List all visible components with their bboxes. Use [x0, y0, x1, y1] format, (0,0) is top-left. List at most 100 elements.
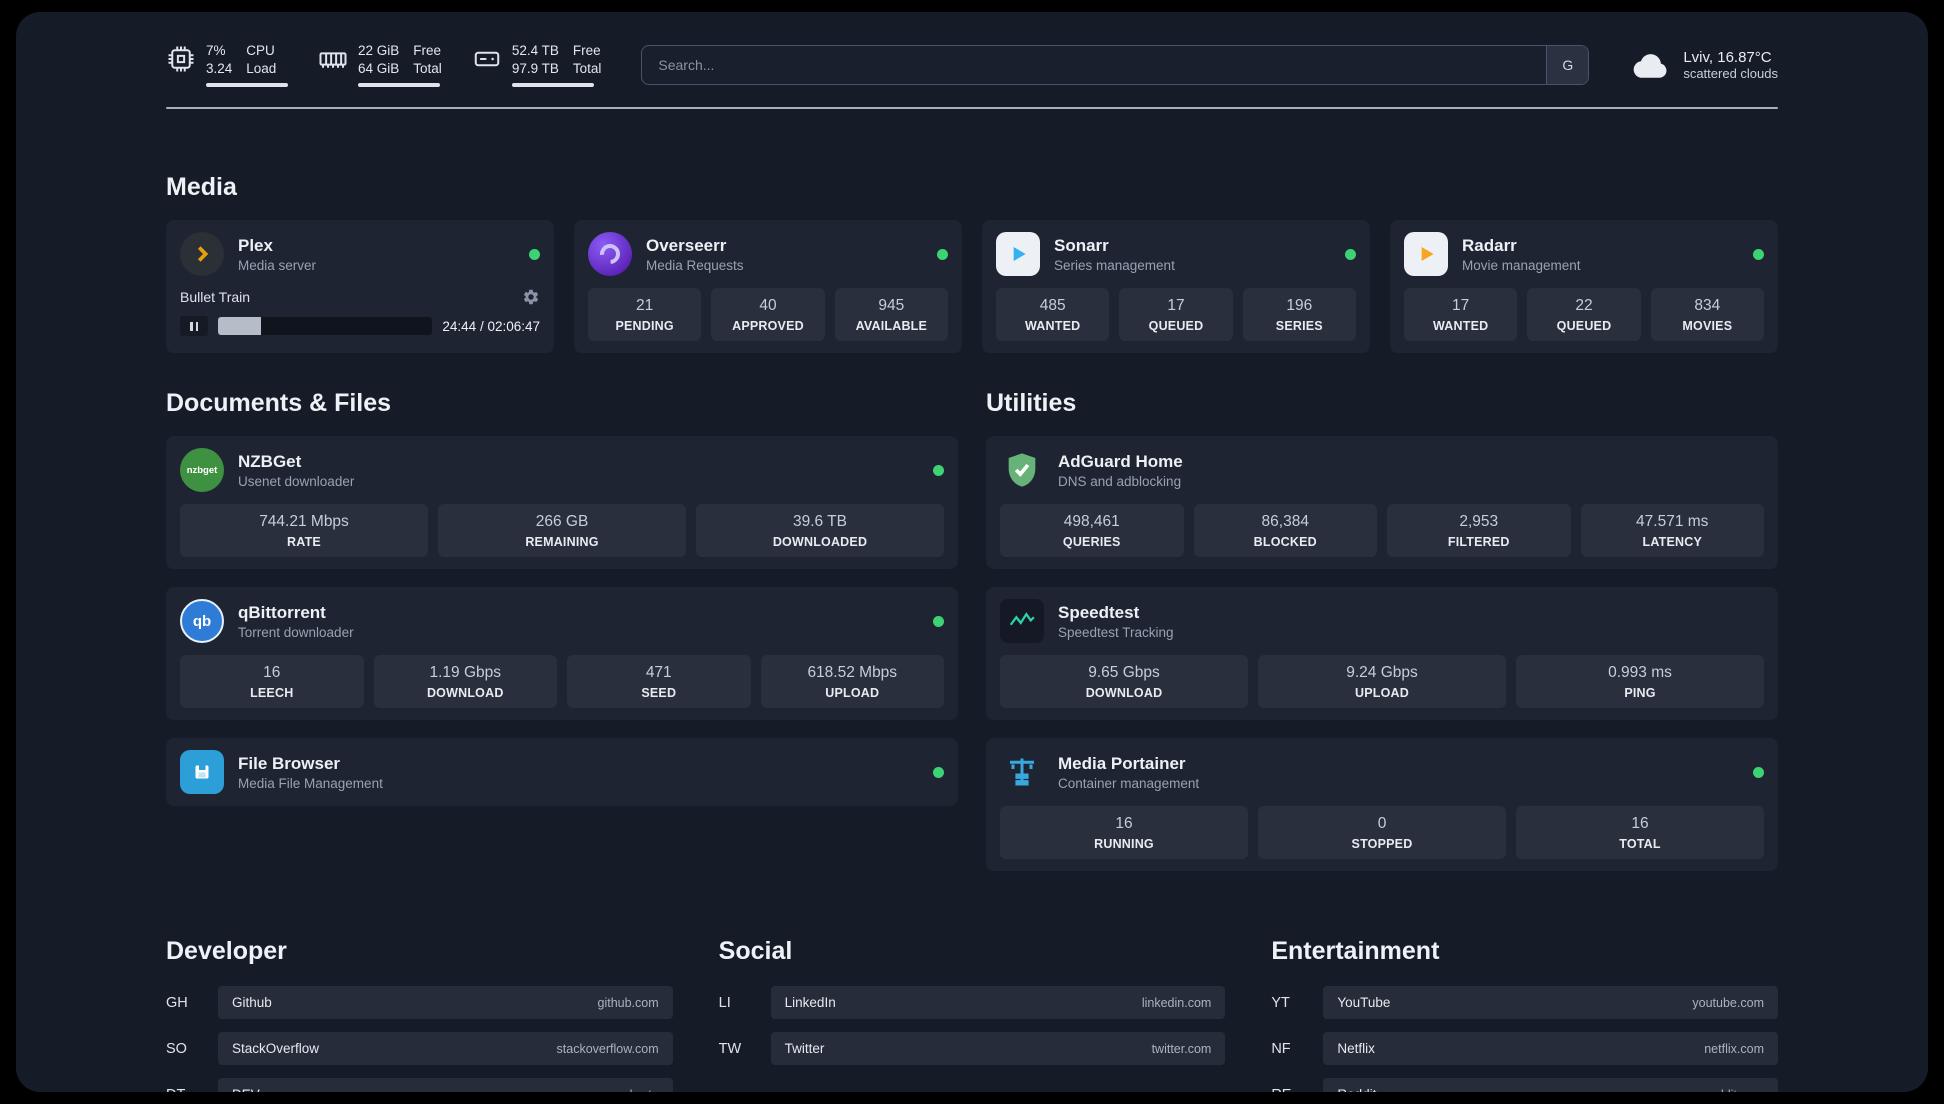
- bookmark-stackoverflow[interactable]: SO StackOverflow stackoverflow.com: [166, 1032, 673, 1066]
- stat-running: 16 RUNNING: [1000, 806, 1248, 860]
- stat-label: SERIES: [1275, 319, 1323, 334]
- stat-queries: 498,461 QUERIES: [1000, 504, 1184, 558]
- bookmark-abbr: NF: [1271, 1040, 1291, 1057]
- sonarr-icon: [996, 232, 1040, 277]
- status-dot: [1753, 766, 1764, 778]
- stat-label: TOTAL: [1619, 837, 1661, 852]
- stat-value: 1.19 Gbps: [429, 664, 502, 682]
- stat-upload: 9.24 Gbps UPLOAD: [1258, 655, 1506, 709]
- search-input[interactable]: [642, 45, 1547, 84]
- bookmark-name: DEV: [232, 1087, 260, 1092]
- stat-downloaded: 39.6 TB DOWNLOADED: [696, 504, 944, 558]
- disk-total-value: 97.9 TB: [511, 61, 559, 77]
- card-title: Plex: [238, 235, 273, 255]
- adguard-icon: [1000, 448, 1044, 492]
- topbar: 7% 3.24 CPU Load 22 GiB: [166, 42, 1778, 88]
- playback-progress-fill: [218, 317, 261, 336]
- bookmark-url: dev.to: [626, 1088, 659, 1092]
- stat-rate: 744.21 Mbps RATE: [180, 504, 428, 558]
- plex-card[interactable]: Plex Media server Bullet Train 24:44 / 0…: [166, 220, 554, 354]
- nzbget-card[interactable]: nzbget NZBGet Usenet downloader 744.21 M…: [166, 436, 958, 570]
- disk-widget: 52.4 TB 97.9 TB Free Total: [472, 42, 601, 88]
- cloud-icon: [1633, 53, 1667, 78]
- stat-total: 16 TOTAL: [1516, 806, 1764, 860]
- stat-label: DOWNLOAD: [1085, 686, 1163, 701]
- search-bar: G: [641, 44, 1590, 85]
- bookmark-github[interactable]: GH Github github.com: [166, 986, 673, 1020]
- stat-label: SEED: [641, 686, 677, 701]
- section-documents: Documents & Files nzbget NZBGet Usenet d…: [166, 389, 958, 807]
- qbittorrent-icon: qb: [180, 599, 224, 644]
- search-engine-button[interactable]: G: [1546, 45, 1589, 84]
- sonarr-card[interactable]: Sonarr Series management 485 WANTED 17 Q…: [982, 220, 1370, 354]
- cpu-load-value: 3.24: [206, 61, 233, 77]
- card-title: NZBGet: [238, 451, 302, 471]
- qbittorrent-card[interactable]: qb qBittorrent Torrent downloader 16 LEE…: [166, 587, 958, 721]
- bookmark-name: Twitter: [784, 1041, 825, 1057]
- stat-upload: 618.52 Mbps UPLOAD: [760, 655, 944, 709]
- stat-label: APPROVED: [732, 319, 804, 334]
- cpu-load-label: Load: [246, 61, 277, 77]
- radarr-card[interactable]: Radarr Movie management 17 WANTED 22 QUE…: [1390, 220, 1778, 354]
- cpu-meter: [206, 83, 288, 88]
- stat-label: UPLOAD: [825, 686, 880, 701]
- stat-label: WANTED: [1024, 319, 1081, 334]
- stat-value: 471: [645, 664, 672, 682]
- bookmark-abbr: SO: [166, 1040, 187, 1057]
- section-social: Social LI LinkedIn linkedin.com TW Twitt…: [718, 937, 1226, 1066]
- bookmark-abbr: YT: [1271, 994, 1290, 1011]
- stat-ping: 0.993 ms PING: [1516, 655, 1764, 709]
- filebrowser-card[interactable]: File Browser Media File Management: [166, 738, 958, 807]
- card-subtitle: Container management: [1058, 775, 1200, 791]
- bookmark-name: Github: [232, 995, 272, 1011]
- cpu-widget: 7% 3.24 CPU Load: [166, 42, 288, 88]
- bookmark-reddit[interactable]: RE Reddit reddit.com: [1271, 1078, 1778, 1092]
- stat-label: WANTED: [1432, 319, 1489, 334]
- stat-value: 498,461: [1063, 513, 1120, 531]
- social-section-title: Social: [718, 937, 793, 966]
- cpu-percent: 7%: [206, 43, 226, 58]
- bookmark-netflix[interactable]: NF Netflix netflix.com: [1271, 1032, 1778, 1066]
- gear-icon[interactable]: [522, 288, 540, 306]
- stat-queued: 17 QUEUED: [1119, 288, 1233, 342]
- adguard-card[interactable]: AdGuard Home DNS and adblocking 498,461 …: [986, 436, 1778, 570]
- overseerr-card[interactable]: Overseerr Media Requests 21 PENDING 40 A…: [574, 220, 962, 354]
- card-title: qBittorrent: [238, 602, 326, 622]
- filebrowser-icon: [180, 750, 224, 795]
- stat-value: 39.6 TB: [792, 513, 847, 531]
- memory-free-label: Free: [413, 43, 442, 58]
- card-title: Radarr: [1462, 235, 1517, 255]
- portainer-card[interactable]: Media Portainer Container management 16 …: [986, 738, 1778, 872]
- speedtest-card[interactable]: Speedtest Speedtest Tracking 9.65 Gbps D…: [986, 587, 1778, 721]
- status-dot: [529, 248, 540, 260]
- speedtest-icon: [1000, 599, 1044, 644]
- stat-value: 9.24 Gbps: [1346, 664, 1418, 682]
- bookmark-url: github.com: [597, 995, 659, 1010]
- stat-value: 16: [263, 664, 281, 682]
- utilities-section-title: Utilities: [986, 389, 1077, 418]
- section-developer: Developer GH Github github.com SO StackO…: [166, 937, 673, 1092]
- stat-value: 9.65 Gbps: [1088, 664, 1160, 682]
- card-subtitle: DNS and adblocking: [1058, 473, 1182, 489]
- bookmark-dev[interactable]: DT DEV dev.to: [166, 1078, 673, 1092]
- dashboard: 7% 3.24 CPU Load 22 GiB: [16, 12, 1928, 1092]
- memory-free-value: 22 GiB: [358, 43, 400, 58]
- memory-widget: 22 GiB 64 GiB Free Total: [318, 42, 442, 88]
- playback-progress-bar[interactable]: [218, 317, 433, 336]
- bookmark-linkedin[interactable]: LI LinkedIn linkedin.com: [719, 986, 1226, 1020]
- entertainment-section-title: Entertainment: [1271, 937, 1440, 966]
- disk-free-label: Free: [572, 43, 601, 58]
- stat-available: 945 AVAILABLE: [834, 288, 948, 342]
- stat-pending: 21 PENDING: [588, 288, 702, 342]
- pause-button[interactable]: [180, 316, 208, 337]
- stat-label: AVAILABLE: [855, 319, 928, 334]
- stat-value: 618.52 Mbps: [807, 664, 898, 682]
- bookmark-abbr: GH: [166, 994, 188, 1011]
- card-subtitle: Movie management: [1462, 257, 1581, 273]
- radarr-icon: [1404, 232, 1448, 277]
- bookmark-name: Reddit: [1337, 1087, 1376, 1092]
- weather-condition: scattered clouds: [1683, 65, 1778, 81]
- bookmark-youtube[interactable]: YT YouTube youtube.com: [1271, 986, 1778, 1020]
- stat-label: QUEUED: [1556, 319, 1612, 334]
- bookmark-twitter[interactable]: TW Twitter twitter.com: [719, 1032, 1226, 1066]
